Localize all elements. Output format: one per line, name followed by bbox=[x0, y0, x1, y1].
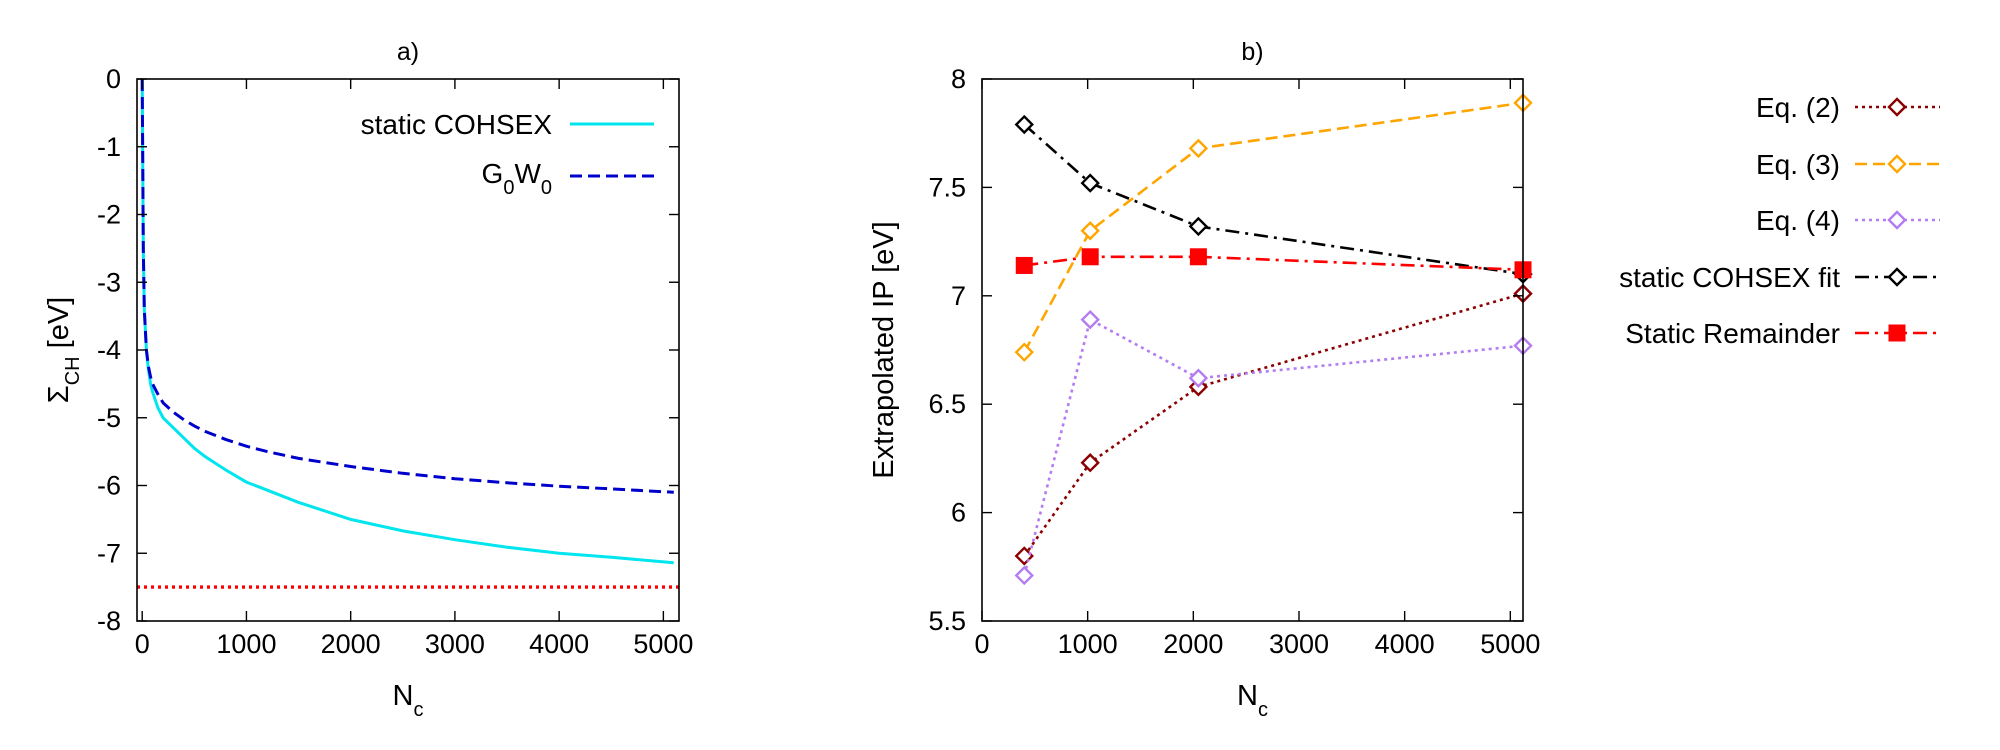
x-axis-label-main: N bbox=[393, 680, 414, 712]
y-axis-label-sub: CH bbox=[62, 356, 84, 385]
x-axis-title-b: Nc bbox=[1237, 680, 1268, 721]
series-static-cohsex-fit-line bbox=[1023, 123, 1524, 276]
y-tick-label-b: 6.5 bbox=[928, 389, 966, 419]
x-tick-label-b: 4000 bbox=[1375, 629, 1435, 659]
y-tick-label-b: 5.5 bbox=[928, 606, 966, 636]
x-axis-label-main: N bbox=[1237, 680, 1258, 712]
point-eq-4 bbox=[1080, 309, 1100, 330]
y-tick-label-b: 7 bbox=[951, 281, 966, 311]
point-static-cohsex-fit bbox=[1014, 114, 1034, 135]
x-tick-label-a: 0 bbox=[135, 629, 150, 659]
y-tick-label-a: -8 bbox=[97, 606, 121, 636]
point-static-remainder bbox=[1081, 248, 1099, 266]
legend-marker-eq-4 bbox=[1887, 210, 1907, 230]
x-tick-label-a: 3000 bbox=[425, 629, 485, 659]
legend-w-sub: 0 bbox=[541, 177, 552, 199]
point-eq-3 bbox=[1188, 138, 1209, 159]
y-tick-label-a: -6 bbox=[97, 471, 121, 501]
x-axis-label-sub: c bbox=[413, 699, 423, 721]
point-static-remainder bbox=[1189, 248, 1207, 266]
x-tick-label-a: 1000 bbox=[216, 629, 276, 659]
series-static-cohsex-line bbox=[140, 78, 674, 565]
y-tick-label-b: 6 bbox=[951, 498, 966, 528]
panel-a: 0 1000 2000 3000 4000 5000 0 -1 -2 -3 -4 -5 -6 -7 -8 a)… bbox=[43, 38, 693, 721]
point-static-cohsex-fit bbox=[1188, 216, 1209, 237]
y-tick-label-b: 7.5 bbox=[928, 172, 966, 202]
legend-label-eq-3: Eq. (3) bbox=[1756, 149, 1840, 180]
x-axis-label-sub: c bbox=[1258, 699, 1268, 721]
legend-b: Eq. (2) Eq. (3) Eq. (4) static COHSEX fit St… bbox=[1619, 92, 1940, 349]
plot-frame-b bbox=[981, 78, 1524, 622]
x-tick-label-a: 2000 bbox=[321, 629, 381, 659]
y-axis-label-unit bbox=[43, 348, 75, 356]
x-tick-label-b: 2000 bbox=[1163, 629, 1223, 659]
y-axis-title-a: ΣCH [eV] bbox=[43, 297, 84, 403]
legend-label-eq-4: Eq. (4) bbox=[1756, 205, 1840, 236]
point-static-remainder bbox=[1015, 256, 1033, 274]
legend-g-sub: 0 bbox=[503, 177, 514, 199]
y-tick-label-a: 0 bbox=[106, 64, 121, 94]
legend-g-letter: G bbox=[482, 158, 504, 189]
x-tick-label-a: 5000 bbox=[633, 629, 693, 659]
point-eq-4 bbox=[1188, 368, 1209, 388]
series-eq-2-line bbox=[1023, 292, 1524, 557]
y-tick-label-b: 8 bbox=[951, 64, 966, 94]
series-g0w0-line bbox=[140, 78, 674, 494]
x-tick-label-b: 5000 bbox=[1480, 629, 1540, 659]
point-eq-2 bbox=[1080, 453, 1100, 473]
point-static-cohsex-fit bbox=[1080, 173, 1100, 193]
y-axis-label-main: Σ bbox=[43, 385, 75, 403]
x-axis-title-a: Nc bbox=[393, 680, 424, 721]
x-tick-label-b: 3000 bbox=[1269, 629, 1329, 659]
x-tick-label-a: 4000 bbox=[529, 629, 589, 659]
x-tick-label-b: 0 bbox=[974, 629, 989, 659]
y-tick-label-a: -5 bbox=[97, 403, 121, 433]
panel-b: 0 1000 2000 3000 4000 5000 5.5 6 6.5 7 7.5 8 b) Nc Ext… bbox=[868, 38, 1540, 721]
y-tick-label-a: -7 bbox=[97, 538, 121, 568]
legend-marker-static-cohsex-fit bbox=[1887, 267, 1907, 287]
point-eq-4 bbox=[1014, 565, 1034, 586]
y-tick-label-a: -1 bbox=[97, 132, 121, 162]
y-tick-label-a: -3 bbox=[97, 267, 121, 297]
panel-title-b: b) bbox=[1241, 38, 1263, 66]
y-axis-title-b: Extrapolated IP [eV] bbox=[868, 221, 900, 478]
x-tick-label-b: 1000 bbox=[1058, 629, 1118, 659]
plot-frame-a bbox=[136, 78, 680, 622]
legend-label-g0w0: G0W0 bbox=[482, 158, 552, 199]
legend-label-static-cohsex: static COHSEX bbox=[361, 109, 553, 140]
y-tick-label-a: -2 bbox=[97, 200, 121, 230]
series-eq-4-line bbox=[1023, 317, 1524, 576]
series-static-remainder-line bbox=[1024, 255, 1524, 272]
legend-label-eq-2: Eq. (2) bbox=[1756, 92, 1840, 123]
legend-label-static-cohsex-fit: static COHSEX fit bbox=[1619, 262, 1840, 293]
legend-w-letter: W bbox=[514, 158, 541, 189]
legend-marker-eq-2 bbox=[1887, 97, 1907, 117]
point-eq-3 bbox=[1014, 342, 1034, 362]
panel-title-a: a) bbox=[397, 38, 419, 66]
series-eq-3-line bbox=[1023, 101, 1524, 353]
point-eq-3 bbox=[1080, 221, 1100, 241]
legend-marker-static-remainder bbox=[1888, 324, 1906, 342]
legend-label-static-remainder: Static Remainder bbox=[1625, 318, 1840, 349]
y-axis-label-unit-text: [eV] bbox=[43, 297, 75, 349]
y-tick-label-a: -4 bbox=[97, 335, 121, 365]
legend-marker-eq-3 bbox=[1887, 154, 1907, 174]
